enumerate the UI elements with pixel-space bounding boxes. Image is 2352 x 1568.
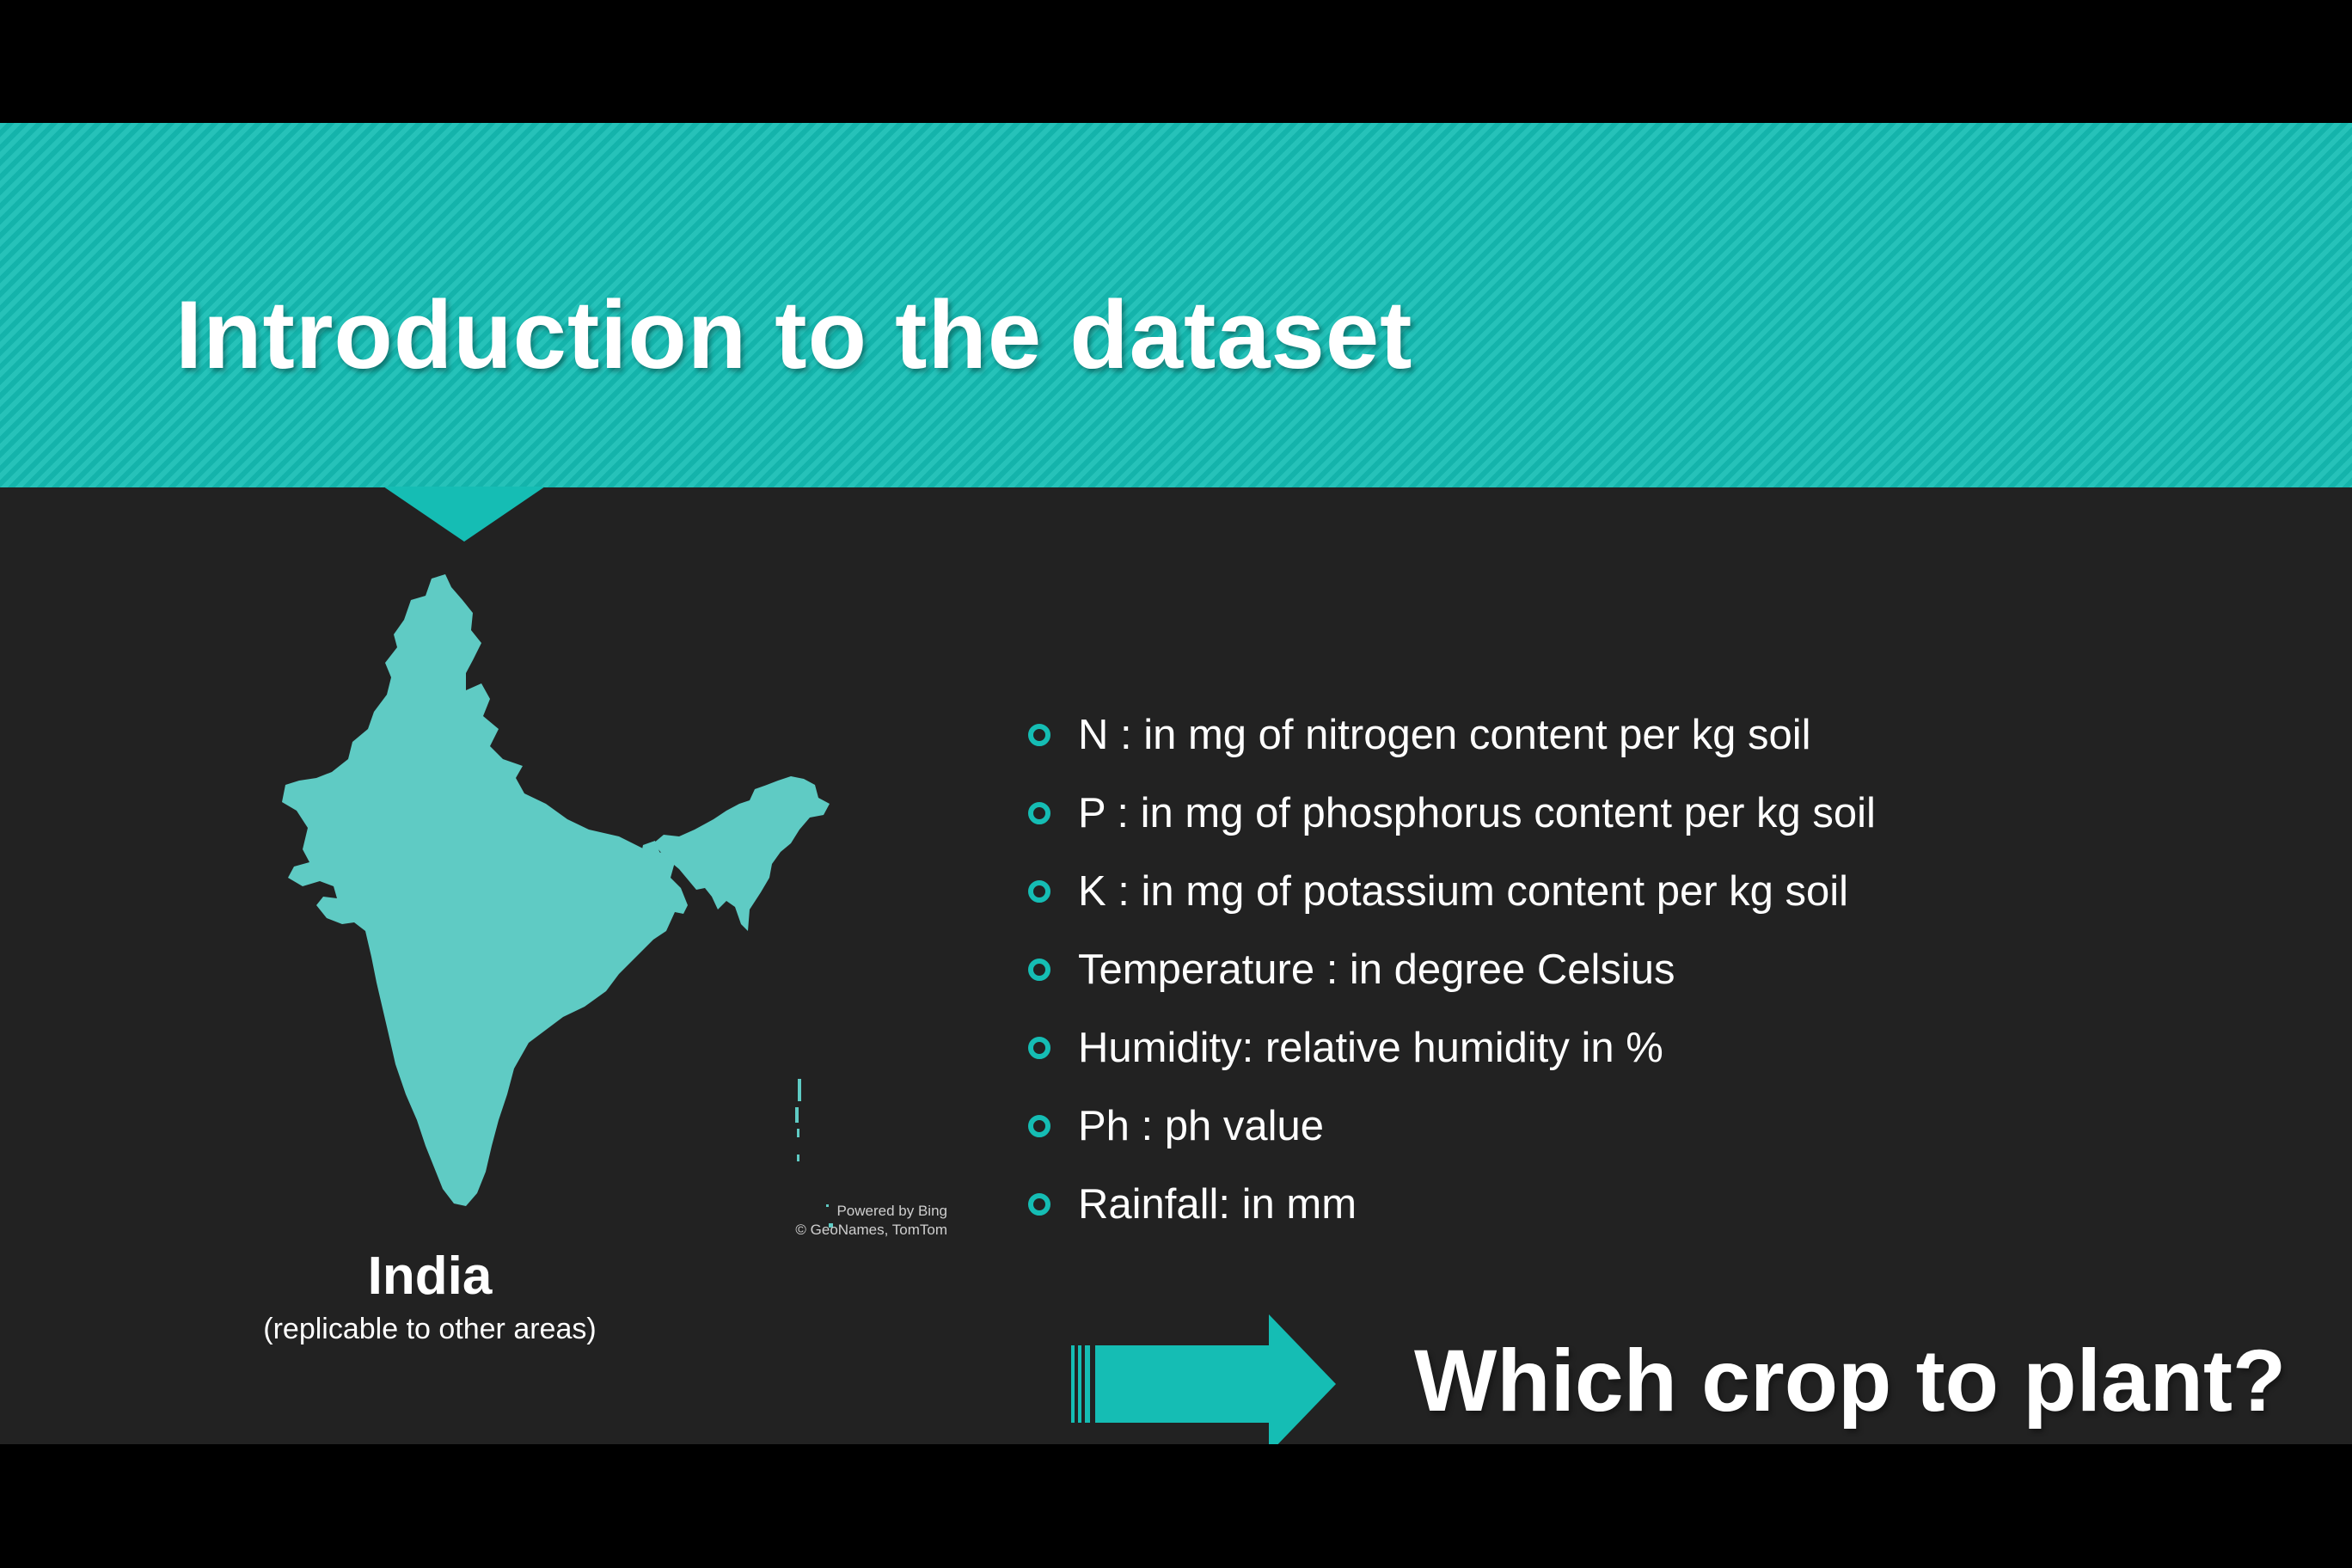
list-item: N : in mg of nitrogen content per kg soi… — [1028, 695, 1876, 774]
list-item-text: Humidity: relative humidity in % — [1078, 1024, 1663, 1071]
map-credit-line2: © GeoNames, TomTom — [795, 1222, 947, 1238]
list-item: Humidity: relative humidity in % — [1028, 1008, 1876, 1087]
list-item-text: Ph : ph value — [1078, 1102, 1325, 1149]
india-map-shape — [282, 574, 833, 1228]
map-credit-line1: Powered by Bing — [836, 1203, 947, 1219]
india-map[interactable] — [241, 553, 894, 1344]
bullet-circle-icon — [1028, 801, 1050, 824]
banner-notch — [383, 487, 545, 542]
slide-title: Introduction to the dataset — [175, 281, 1413, 389]
list-item-text: K : in mg of potassium content per kg so… — [1078, 867, 1849, 915]
list-item-text: P : in mg of phosphorus content per kg s… — [1078, 789, 1876, 836]
list-item: Rainfall: in mm — [1028, 1165, 1876, 1243]
map-label: India — [367, 1246, 493, 1306]
right-arrow-icon — [1071, 1314, 1336, 1444]
list-item-text: Rainfall: in mm — [1078, 1180, 1357, 1228]
list-item: P : in mg of phosphorus content per kg s… — [1028, 774, 1876, 852]
letterbox-bottom — [0, 1444, 2352, 1568]
list-item: Ph : ph value — [1028, 1087, 1876, 1165]
letterbox-top — [0, 0, 2352, 123]
feature-list: N : in mg of nitrogen content per kg soi… — [1028, 695, 1876, 1243]
list-item: Temperature : in degree Celsius — [1028, 930, 1876, 1008]
bullet-circle-icon — [1028, 1036, 1050, 1059]
list-item: K : in mg of potassium content per kg so… — [1028, 852, 1876, 930]
map-sublabel: (replicable to other areas) — [263, 1313, 597, 1345]
question-heading: Which crop to plant? — [1414, 1332, 2287, 1430]
bullet-circle-icon — [1028, 958, 1050, 981]
bullet-circle-icon — [1028, 879, 1050, 903]
list-item-text: N : in mg of nitrogen content per kg soi… — [1078, 711, 1811, 758]
title-banner — [0, 123, 2352, 487]
bullet-circle-icon — [1028, 1192, 1050, 1216]
list-item-text: Temperature : in degree Celsius — [1078, 946, 1675, 993]
map-credit: Powered by Bing © GeoNames, TomTom — [756, 1202, 947, 1240]
bullet-circle-icon — [1028, 1114, 1050, 1137]
bullet-circle-icon — [1028, 723, 1050, 746]
slide: Introduction to the dataset Powered by B… — [0, 123, 2352, 1444]
